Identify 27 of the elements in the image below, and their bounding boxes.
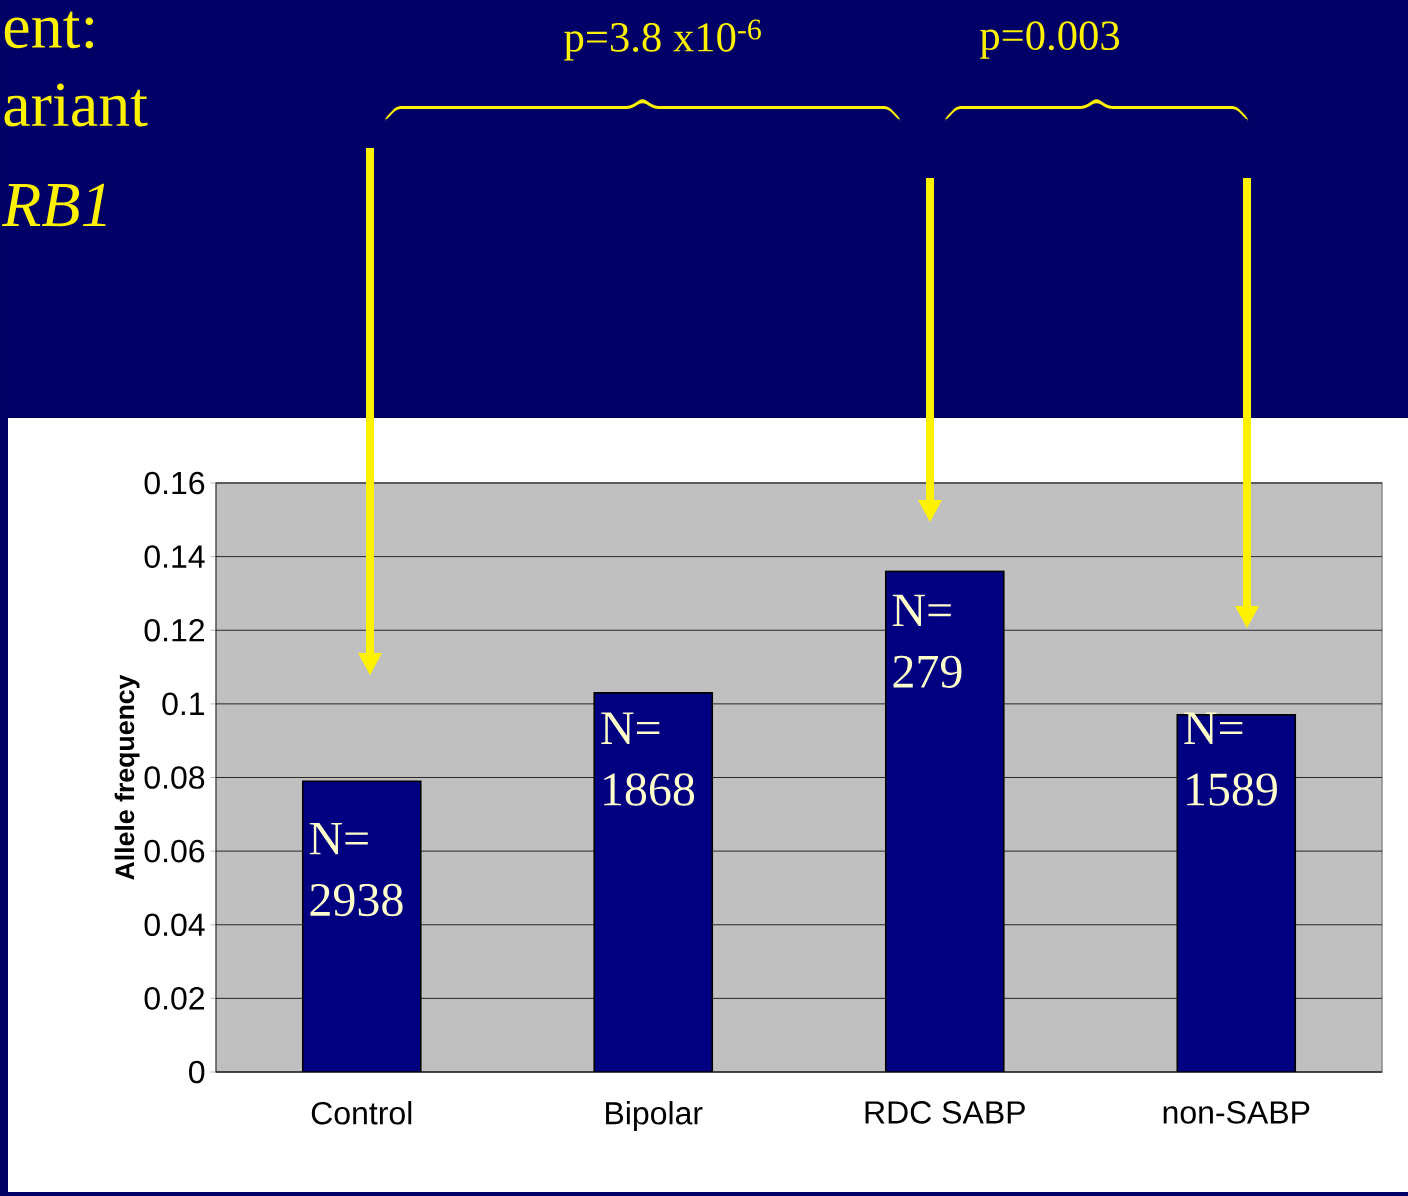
y-tick-label: 0.04 (144, 913, 205, 937)
y-tick-label: 0.06 (144, 839, 205, 863)
bar (593, 692, 714, 1072)
y-tick-label: 0.1 (162, 692, 205, 716)
annotation: N= 2938 (309, 822, 403, 917)
bar (301, 780, 422, 1072)
x-tick-label: non-SABP (1163, 1101, 1310, 1124)
annotation: N= 1589 (1184, 712, 1277, 806)
bar (884, 570, 1005, 1072)
x-tick-label: Bipolar (606, 1101, 703, 1131)
text: ent: (4, 11, 94, 49)
y-tick-label: 0.12 (144, 618, 204, 642)
y-tick-label: 0.02 (144, 987, 204, 1010)
text: ariant (4, 83, 148, 127)
y-tick-label: 0.08 (144, 766, 205, 789)
text: RB1 (1, 183, 106, 227)
y-tick-label: 0.16 (144, 471, 205, 495)
y-axis-title: Allele frequency (114, 674, 140, 880)
text: p=0.003 (980, 21, 1120, 59)
annotation: N= 279 (892, 594, 962, 688)
annotation: N= 1868 (601, 712, 695, 806)
y-tick-label: 0 (189, 1060, 205, 1084)
bar (1176, 714, 1297, 1072)
text: p=3.8 x10$^{-6}$ (564, 19, 761, 61)
x-tick-label: RDC SABP (865, 1101, 1025, 1124)
y-tick-label: 0.14 (144, 545, 205, 568)
x-tick-label: Control (311, 1101, 412, 1125)
